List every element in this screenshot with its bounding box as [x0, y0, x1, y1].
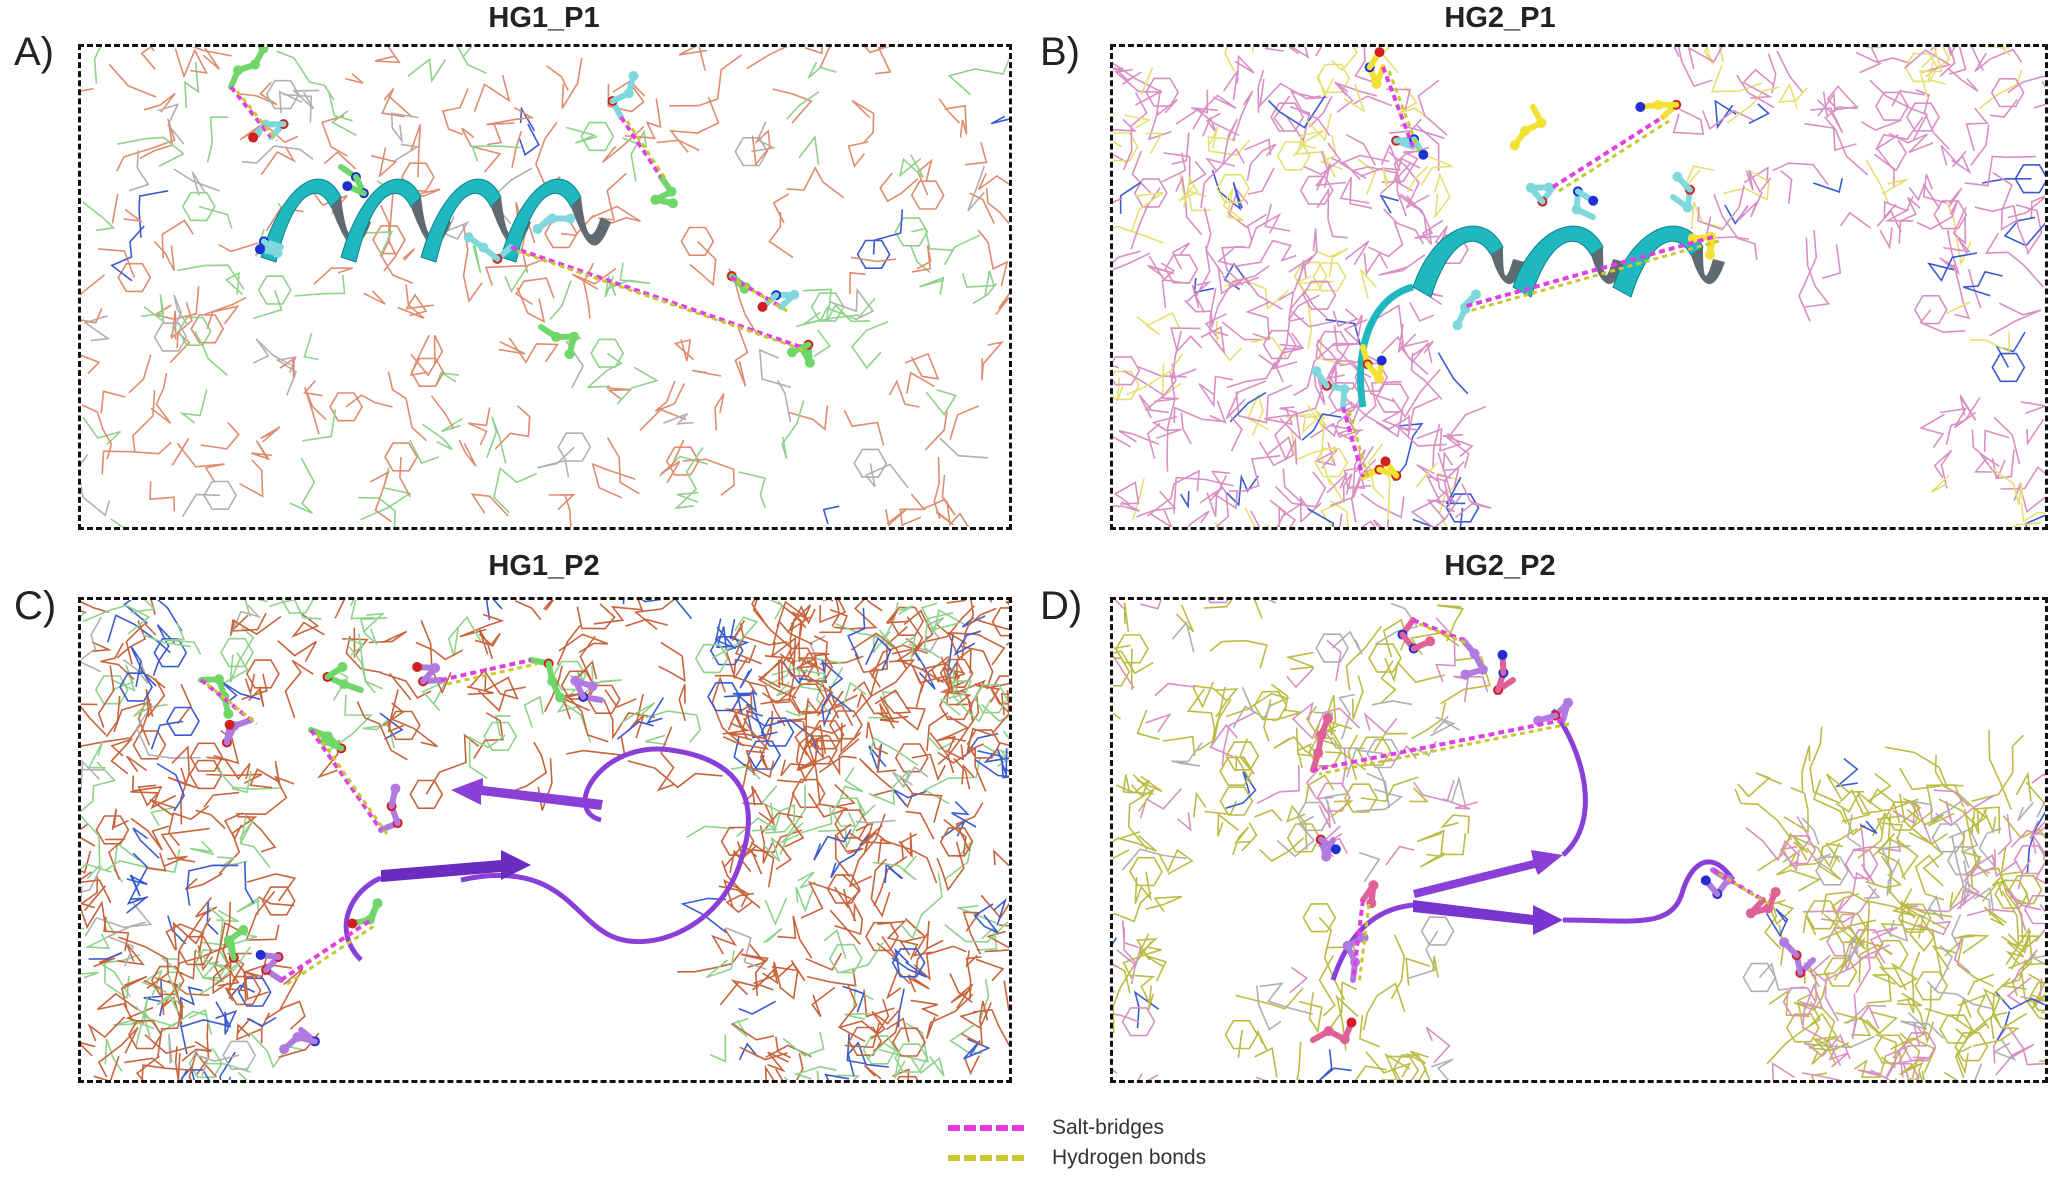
panel-c-structure — [78, 597, 1012, 1083]
secondary-structure-ribbon — [1356, 225, 1725, 408]
panel-a-structure — [78, 44, 1012, 530]
panel-c-render — [81, 600, 1009, 1080]
secondary-structure-ribbon — [260, 178, 611, 263]
panel-letter-d: D) — [1040, 584, 1083, 628]
panel-d-render — [1113, 600, 2045, 1080]
legend-label-salt-bridges: Salt-bridges — [1052, 1116, 1165, 1139]
panel-title-c: HG1_P2 — [488, 550, 600, 582]
ball-and-stick-residues — [1310, 617, 1816, 1045]
legend-swatch-salt-bridges — [948, 1125, 1024, 1131]
interaction-bonds — [1312, 618, 1770, 985]
legend: Salt-bridges Hydrogen bonds — [948, 1113, 1206, 1173]
panel-a-render — [81, 47, 1009, 527]
legend-item-hydrogen-bonds: Hydrogen bonds — [948, 1143, 1206, 1173]
panel-letter-b: B) — [1040, 30, 1080, 74]
interaction-bonds — [199, 658, 538, 986]
ball-and-stick-residues — [228, 47, 815, 368]
panel-b-structure — [1110, 44, 2048, 530]
secondary-structure-ribbon — [343, 746, 751, 962]
panel-letter-a: A) — [14, 30, 54, 74]
panel-d-structure — [1110, 597, 2048, 1083]
secondary-structure-ribbon — [1330, 708, 1736, 981]
wireframe-residues — [81, 47, 1009, 527]
wireframe-residues — [81, 600, 1009, 1080]
wireframe-residues — [1113, 47, 2045, 527]
interaction-bonds — [229, 85, 808, 353]
wireframe-residues — [1113, 600, 2045, 1080]
interaction-bonds — [1341, 66, 1720, 482]
panel-b-render — [1113, 47, 2045, 527]
legend-item-salt-bridges: Salt-bridges — [948, 1113, 1206, 1143]
panel-letter-c: C) — [14, 584, 57, 628]
panel-title-b: HG2_P1 — [1444, 2, 1556, 34]
panel-title-d: HG2_P2 — [1444, 550, 1556, 582]
legend-swatch-hydrogen-bonds — [948, 1155, 1024, 1161]
legend-label-hydrogen-bonds: Hydrogen bonds — [1052, 1146, 1207, 1169]
ball-and-stick-residues — [198, 657, 604, 1055]
panel-title-a: HG1_P1 — [488, 2, 600, 34]
